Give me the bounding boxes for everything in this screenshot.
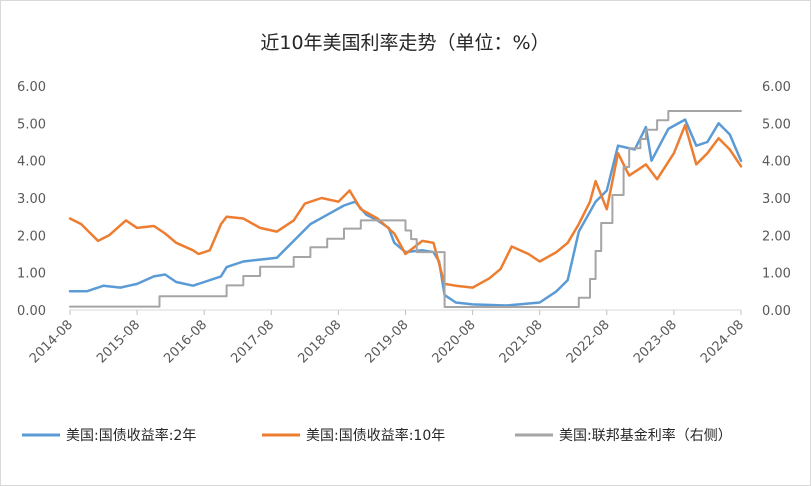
x-tick-label: 2019-08	[363, 317, 412, 366]
series-line-10y	[68, 123, 743, 289]
y-left-tick-label: 2.00	[17, 229, 46, 244]
y-left-tick-label: 3.00	[17, 192, 46, 207]
axes: 0.00 1.00 2.00 3.00 4.00 5.00 6.00 0.00 1.00 2.00…	[17, 80, 791, 366]
legend: 美国:国债收益率:2年 美国:国债收益率:10年 美国:联邦基金利率（右侧）	[22, 427, 732, 444]
y-left-tick-label: 4.00	[17, 155, 46, 170]
x-tick-label: 2020-08	[430, 317, 479, 366]
x-tick-label: 2021-08	[497, 317, 546, 366]
y-left-tick-label: 1.00	[17, 267, 46, 282]
y-left-tick-label: 5.00	[17, 117, 46, 132]
legend-label-2y: 美国:国债收益率:2年	[66, 427, 196, 444]
y-right-tick-label: 0.00	[762, 304, 791, 319]
y-right-tick-label: 5.00	[762, 117, 791, 132]
y-right-tick-label: 2.00	[762, 229, 791, 244]
y-right-tick-label: 1.00	[762, 267, 791, 282]
x-tick-label: 2023-08	[631, 317, 680, 366]
x-tick-label: 2024-08	[698, 317, 747, 366]
chart-title: 近10年美国利率走势（单位：%）	[260, 32, 549, 54]
series-layer	[68, 110, 743, 308]
y-right-tick-label: 4.00	[762, 155, 791, 170]
y-right-tick-label: 6.00	[762, 80, 791, 95]
x-tick-label: 2014-08	[27, 317, 76, 366]
x-tick-label: 2018-08	[295, 317, 344, 366]
series-line-fed	[69, 110, 742, 308]
x-tick-label: 2017-08	[228, 317, 277, 366]
x-tick-label: 2015-08	[94, 317, 143, 366]
x-tick-label: 2016-08	[161, 317, 210, 366]
legend-label-10y: 美国:国债收益率:10年	[306, 427, 445, 444]
y-left-tick-label: 0.00	[17, 304, 46, 319]
y-right-tick-label: 3.00	[762, 192, 791, 207]
legend-label-fed: 美国:联邦基金利率（右侧）	[559, 427, 732, 444]
x-tick-label: 2022-08	[564, 317, 613, 366]
y-left-tick-label: 6.00	[17, 80, 46, 95]
